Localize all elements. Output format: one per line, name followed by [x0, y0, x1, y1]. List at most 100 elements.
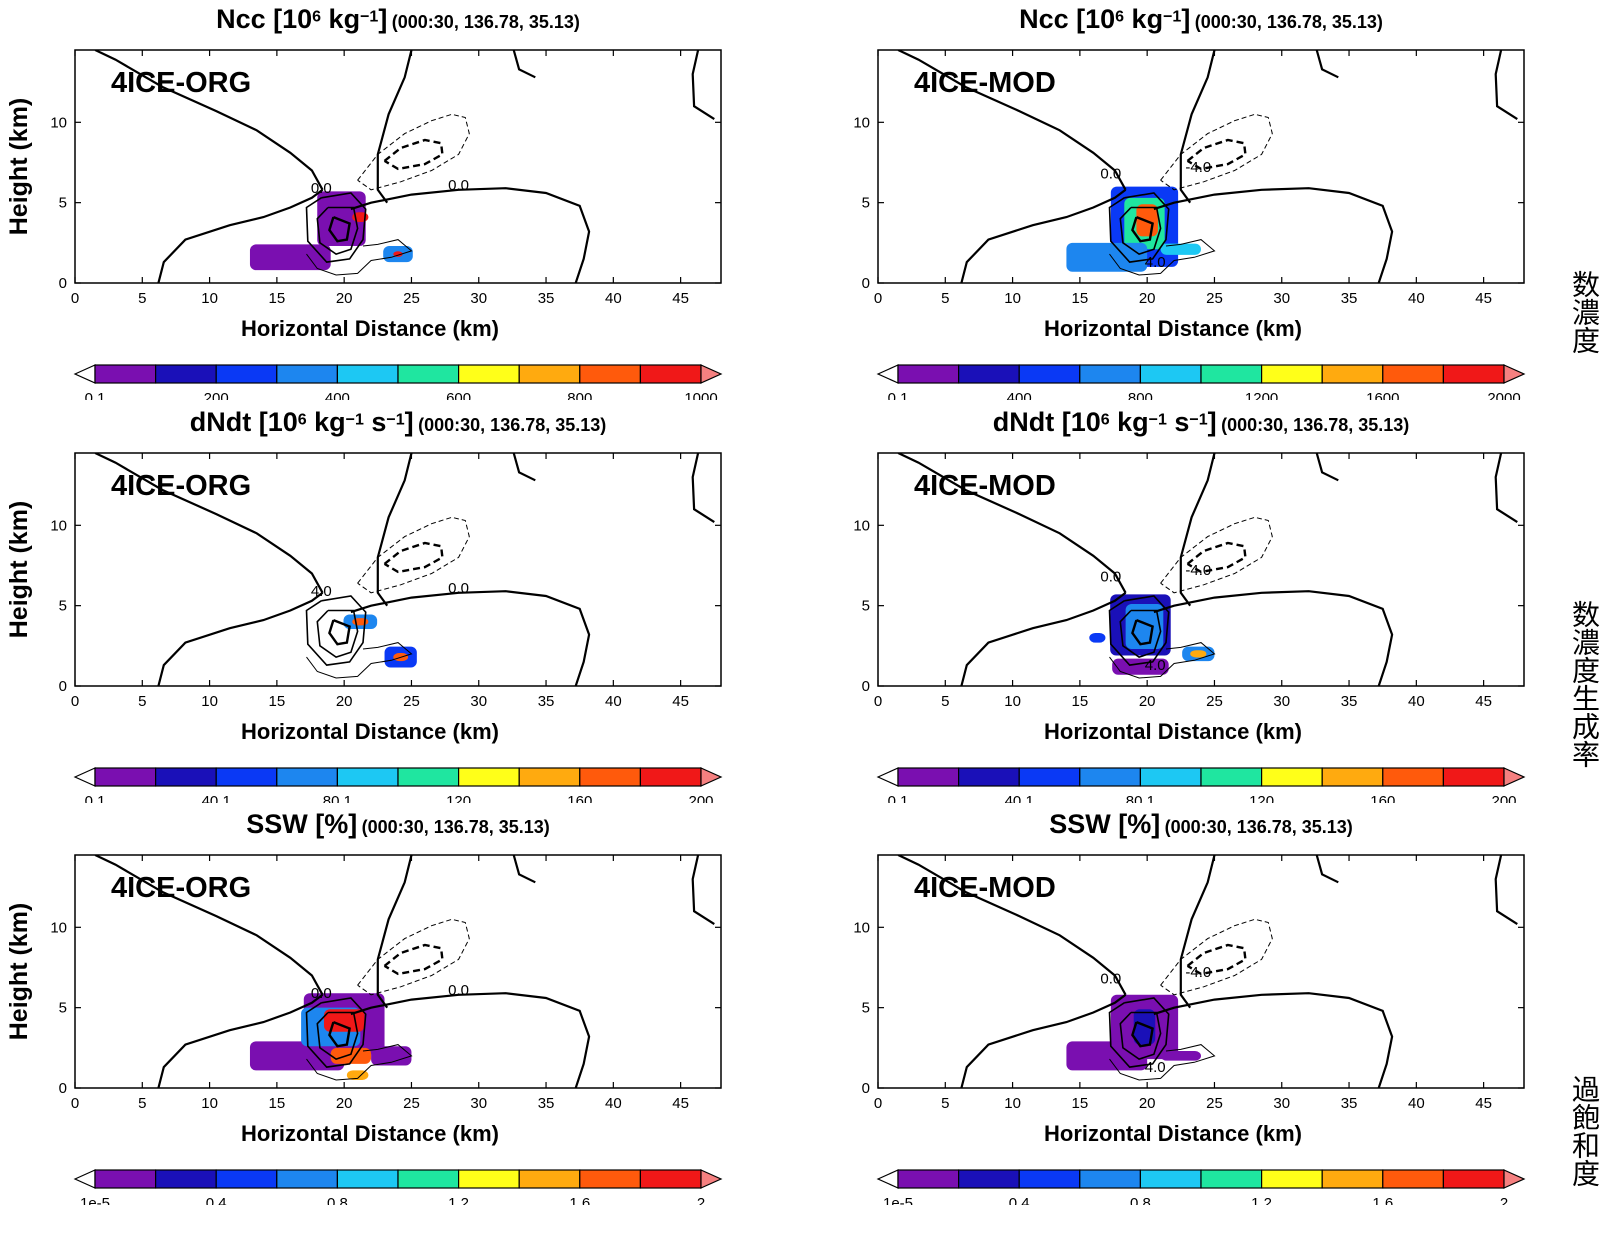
- colorbar-segment: [458, 1169, 520, 1189]
- contour-negative: [383, 943, 444, 976]
- x-tick-label: 35: [538, 693, 555, 710]
- contour-line: [306, 642, 413, 679]
- y-tick-label: 5: [59, 195, 67, 212]
- colorbar-tick-label: 160: [567, 793, 592, 803]
- contour-line: [960, 993, 1127, 1088]
- contour-label: 0.0: [311, 985, 332, 1002]
- contour-core: [1108, 997, 1170, 1068]
- x-tick-label: 0: [71, 693, 79, 710]
- x-tick-label: 30: [470, 290, 487, 307]
- colorbar-segment: [1018, 364, 1081, 384]
- y-tick-label: 0: [59, 275, 67, 292]
- x-tick-label: 45: [1475, 290, 1492, 307]
- colorbar-segment: [897, 364, 960, 384]
- contour-negative: [1186, 943, 1247, 976]
- contour-label: -4.0: [1185, 964, 1211, 981]
- chart-title-ncc-org: Ncc [106 kg−1] (000:30, 136.78, 35.13): [216, 4, 580, 34]
- chart-ncc-mod: 0.0 -4.0 4.0 4ICE-MOD 0 5 10 15 20 25 30 35 40 45 0 5 10…: [853, 49, 1526, 400]
- colorbar-segment: [397, 1169, 460, 1189]
- y-axis-label: Height (km): [5, 903, 33, 1041]
- plot-frame: [877, 49, 1525, 284]
- colorbar-tick-label: 1600: [1366, 390, 1399, 400]
- plot-frame: [877, 452, 1525, 687]
- contour-line: [691, 855, 715, 926]
- side-label-number-concentration: 数濃度: [1568, 270, 1601, 354]
- contour-core: [1119, 1011, 1162, 1060]
- x-tick-label: 25: [403, 1095, 420, 1112]
- field-patch: [1160, 243, 1201, 255]
- colorbar-segment: [639, 364, 702, 384]
- contour-line: [1109, 642, 1216, 679]
- chart-title-dndt-org: dNdt [106 kg−1 s−1] (000:30, 136.78, 35.…: [189, 407, 607, 437]
- contour-line: [897, 855, 1127, 996]
- y-tick-label: 10: [50, 919, 67, 936]
- x-tick-label: 15: [269, 693, 286, 710]
- colorbar-segment: [579, 1169, 641, 1189]
- colorbar-segment: [1200, 767, 1263, 787]
- field-patch: [330, 1047, 372, 1064]
- y-tick-label: 0: [59, 678, 67, 695]
- x-tick-label: 35: [1341, 693, 1358, 710]
- panel-label: 4ICE-ORG: [111, 470, 251, 502]
- x-tick-label: 25: [403, 290, 420, 307]
- contour-line: [512, 453, 536, 482]
- x-tick-label: 20: [1139, 1095, 1156, 1112]
- chart-ssw-mod: 0.0 -4.0 4.0 4ICE-MOD 0 5 10 15 20 25 30 35 40 45 0 5 10…: [853, 854, 1526, 1205]
- contour-line: [94, 453, 324, 594]
- panel-label: 4ICE-ORG: [111, 67, 251, 99]
- chart-title-ncc-mod: Ncc [106 kg−1] (000:30, 136.78, 35.13): [1019, 4, 1383, 34]
- contour-negative: [383, 138, 444, 171]
- x-axis-label: Horizontal Distance (km): [241, 1121, 499, 1146]
- x-tick-label: 15: [1072, 693, 1089, 710]
- contour-label: 4.0: [311, 583, 332, 600]
- chart-title-dndt-mod: dNdt [106 kg−1 s−1] (000:30, 136.78, 35.…: [992, 407, 1410, 437]
- colorbar-tick-label: 160: [1370, 793, 1395, 803]
- colorbar-segment: [1442, 1169, 1505, 1189]
- colorbar-tick-label: 800: [1128, 390, 1153, 400]
- colorbar-segment: [579, 767, 641, 787]
- colorbar-segment: [1139, 364, 1202, 384]
- colorbar-segment: [94, 1169, 157, 1189]
- colorbar-segment: [639, 767, 702, 787]
- colorbar-tick-label: 40.1: [1005, 793, 1034, 803]
- colorbar-segment: [155, 767, 217, 787]
- colorbar-segment: [1200, 1169, 1263, 1189]
- contour-line: [1109, 239, 1216, 276]
- colorbar-tick-label: 0.4: [206, 1195, 227, 1205]
- contour-label: 0.0: [1100, 569, 1121, 586]
- contour-negative: [1186, 138, 1247, 171]
- contour-line: [1153, 992, 1394, 1088]
- x-axis-label: Horizontal Distance (km): [1044, 316, 1302, 341]
- colorbar-tick-label: 600: [446, 390, 471, 400]
- contour-line: [512, 50, 536, 79]
- panel-label: 4ICE-MOD: [914, 872, 1056, 904]
- x-tick-label: 25: [1206, 693, 1223, 710]
- x-tick-label: 25: [403, 693, 420, 710]
- x-tick-label: 5: [138, 693, 146, 710]
- chart-dndt-mod: 0.0 -4.0 4.0 4ICE-MOD 0 5 10 15 20 25 30 35 40 45 0 5 10…: [853, 452, 1526, 803]
- y-tick-label: 0: [862, 1080, 870, 1097]
- colorbar: 0.1 200 400 600 800 1000: [73, 364, 723, 400]
- colorbar-tick-label: 1e-5: [883, 1195, 913, 1205]
- colorbar-segment: [155, 1169, 217, 1189]
- y-tick-label: 0: [862, 678, 870, 695]
- y-tick-label: 5: [59, 1000, 67, 1017]
- colorbar-tick-label: 120: [446, 793, 471, 803]
- contour-label: 0.0: [448, 580, 469, 597]
- colorbar-segment: [1442, 767, 1505, 787]
- colorbar: 0.1 40.1 80.1 120 160 200: [876, 767, 1526, 803]
- x-tick-label: 35: [1341, 290, 1358, 307]
- contour-negative: [1160, 516, 1273, 594]
- colorbar-tick-label: 1.6: [1372, 1195, 1393, 1205]
- contour-line: [1315, 855, 1339, 884]
- y-tick-label: 10: [50, 114, 67, 131]
- x-tick-label: 5: [941, 1095, 949, 1112]
- colorbar-tick-label: 800: [567, 390, 592, 400]
- x-tick-label: 5: [138, 1095, 146, 1112]
- colorbar-segment: [958, 1169, 1020, 1189]
- field-patch: [317, 191, 366, 247]
- contour-negative: [357, 516, 470, 594]
- contour-core: [1131, 215, 1154, 243]
- colorbar-segment: [958, 364, 1020, 384]
- contour-line: [157, 188, 324, 283]
